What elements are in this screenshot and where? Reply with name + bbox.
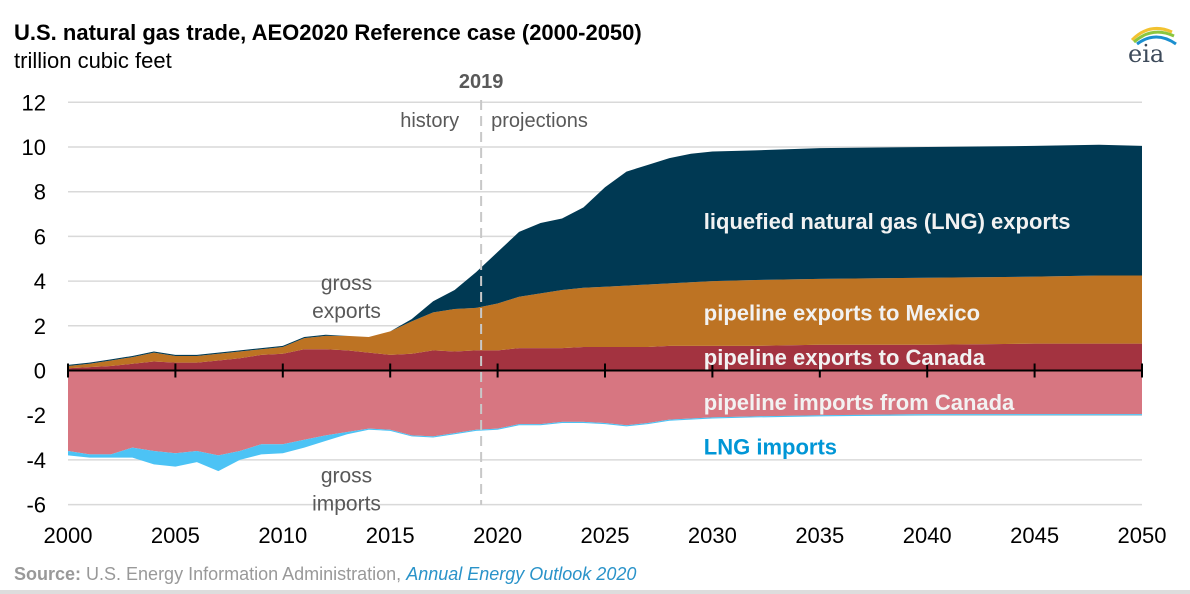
eia-logo: eia [1120, 18, 1180, 68]
divider-year-label: 2019 [459, 71, 504, 93]
x-tick-label: 2005 [151, 523, 200, 548]
bottom-rule [0, 590, 1190, 594]
x-tick-label: 2030 [688, 523, 737, 548]
x-tick-label: 2015 [366, 523, 415, 548]
y-tick-label: 12 [22, 90, 46, 115]
annotations: gross exports gross imports [312, 272, 381, 515]
x-tick-labels: 2000 2005 2010 2015 2020 2025 2030 2035 2040 2045… [44, 523, 1167, 548]
series-label: LNG imports [704, 434, 837, 459]
gross-exports-label: gross [321, 272, 372, 295]
logo-text: eia [1128, 40, 1164, 68]
series-label: pipeline exports to Mexico [704, 300, 980, 325]
area-lng-imports [68, 414, 1142, 472]
x-tick-label: 2050 [1118, 523, 1167, 548]
y-tick-label: 8 [34, 180, 46, 205]
eia-logo-icon: eia [1128, 26, 1177, 68]
x-tick-label: 2040 [903, 523, 952, 548]
area-liquefied-natural-gas-lng-exports [68, 144, 1142, 367]
gross-exports-label: exports [312, 300, 381, 323]
y-tick-label: -4 [26, 448, 46, 473]
y-tick-label: 0 [34, 359, 46, 384]
gross-imports-label: imports [312, 492, 381, 515]
y-axis: 12 10 8 6 4 2 0 -2 -4 -6 [22, 90, 46, 517]
y-tick-label: 2 [34, 314, 46, 339]
area-pipeline-exports-to-mexico [68, 275, 1142, 369]
x-tick-label: 2025 [581, 523, 630, 548]
source-text: U.S. Energy Information Administration, [81, 564, 407, 584]
source-label: Source: [14, 564, 82, 584]
series-label: pipeline exports to Canada [704, 345, 986, 370]
y-tick-label: 6 [34, 224, 46, 249]
series-labels: liquefied natural gas (LNG) exports pipel… [704, 209, 1071, 460]
projections-label: projections [491, 110, 588, 132]
series-label: pipeline imports from Canada [704, 390, 1015, 415]
y-tick-label: 10 [22, 135, 46, 160]
y-tick-label: -6 [26, 493, 46, 518]
y-tick-label: 4 [34, 269, 46, 294]
area-pipeline-exports-to-canada [68, 343, 1142, 371]
x-tick-label: 2035 [795, 523, 844, 548]
area-pipeline-imports-from-canada [68, 370, 1142, 456]
stacked-areas [68, 144, 1142, 472]
x-tick-label: 2045 [1010, 523, 1059, 548]
history-label: history [400, 110, 459, 132]
source-link[interactable]: Annual Energy Outlook 2020 [406, 564, 637, 584]
source-note: Source: U.S. Energy Information Administ… [14, 564, 636, 585]
gross-imports-label: gross [321, 464, 372, 487]
chart-title: U.S. natural gas trade, AEO2020 Referenc… [14, 20, 642, 45]
chart-unit-label: trillion cubic feet [14, 48, 172, 73]
x-axis [67, 363, 1143, 378]
y-tick-label: -2 [26, 403, 46, 428]
x-tick-label: 2020 [473, 523, 522, 548]
x-tick-label: 2010 [258, 523, 307, 548]
series-label: liquefied natural gas (LNG) exports [704, 209, 1071, 234]
x-tick-label: 2000 [44, 523, 93, 548]
